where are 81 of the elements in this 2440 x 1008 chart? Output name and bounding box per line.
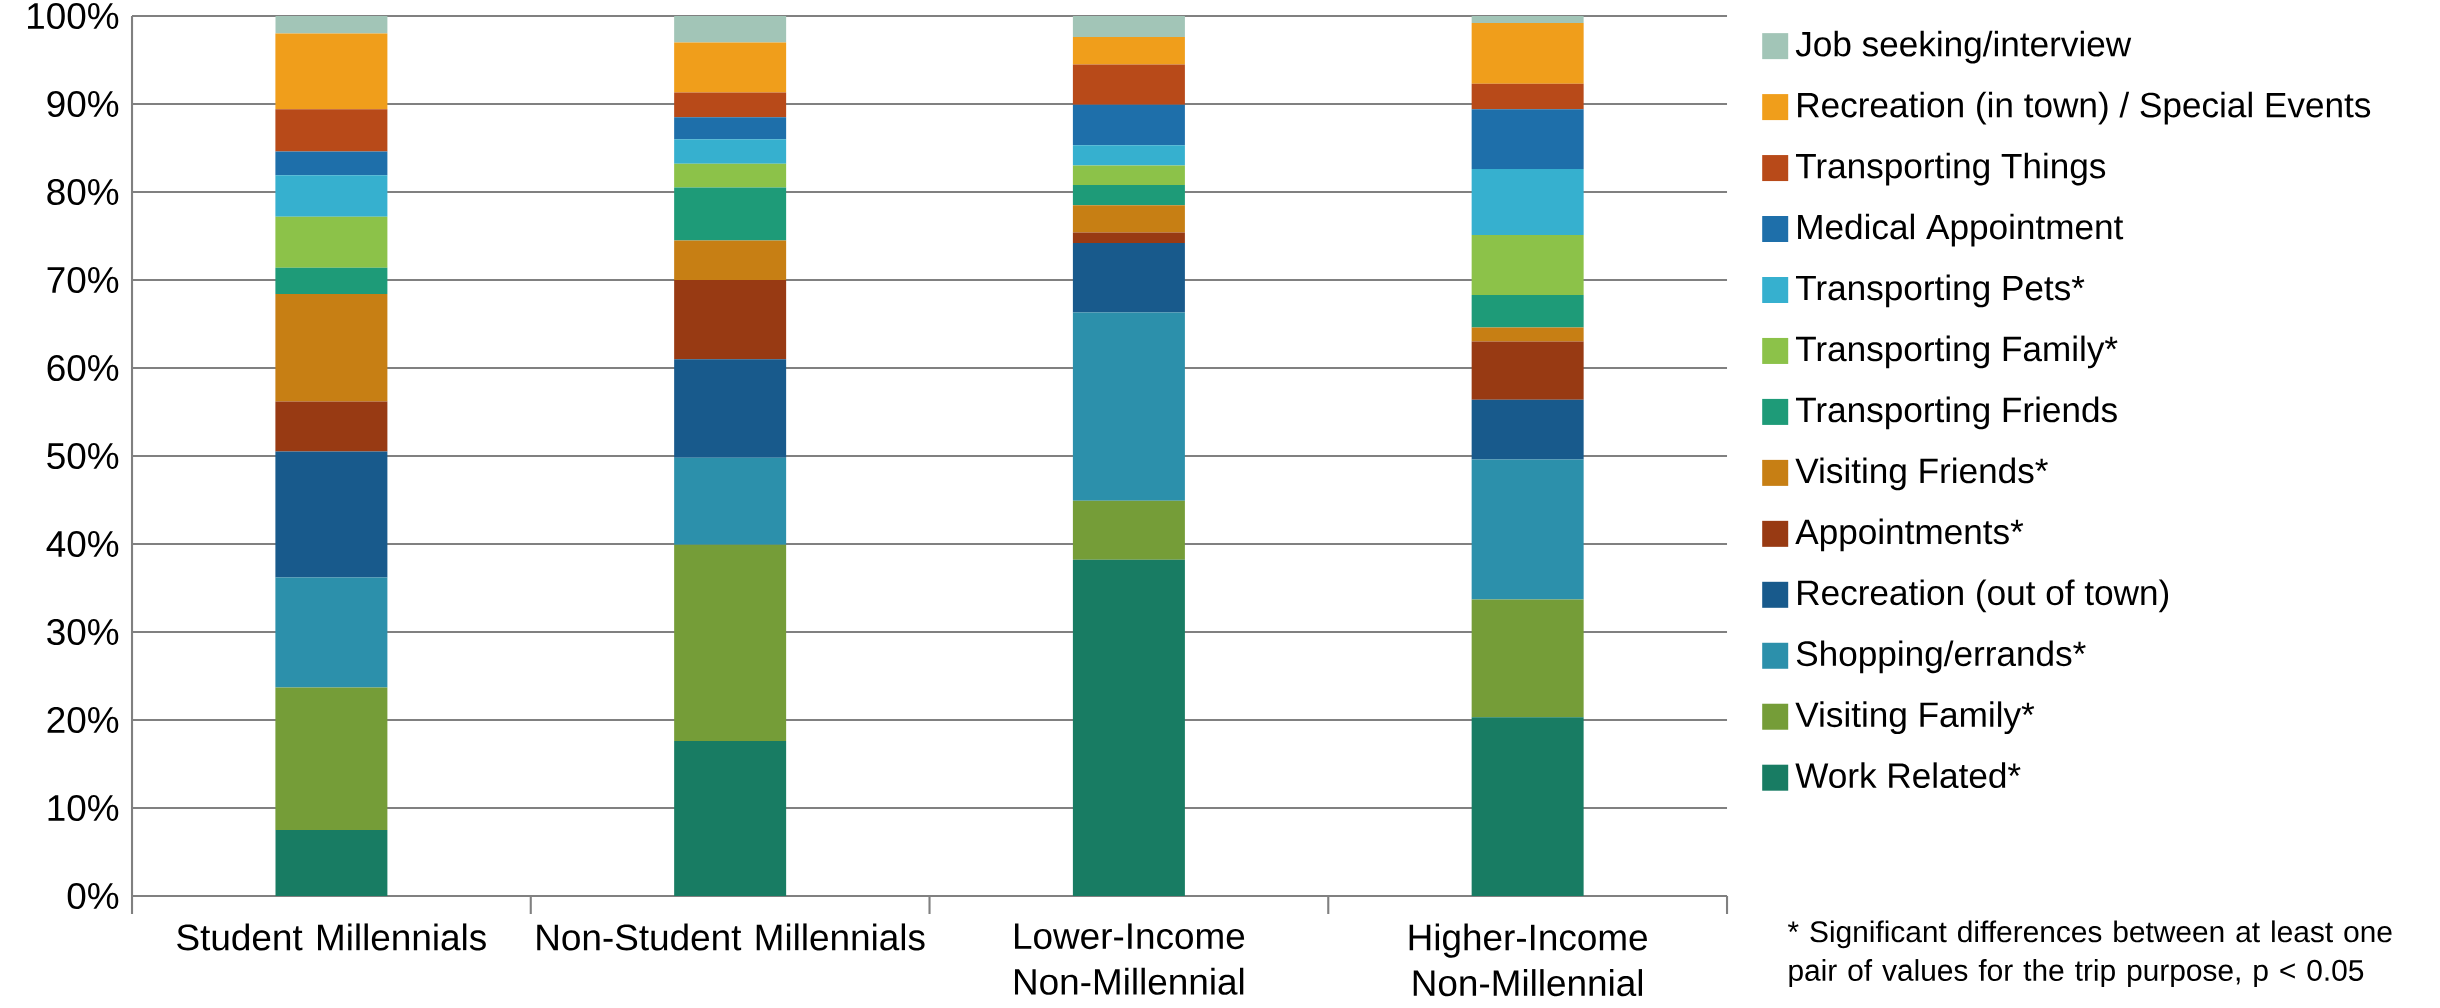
x-tick-label: Lower-Income Non-Millennial xyxy=(1015,923,1245,995)
bar xyxy=(275,294,388,402)
bar xyxy=(674,544,787,742)
legend-label: Transporting Pets* xyxy=(1796,274,2085,308)
bar xyxy=(674,15,787,43)
bar xyxy=(1471,294,1584,328)
legend-label: Visiting Friends* xyxy=(1795,457,2048,491)
bar xyxy=(275,451,388,578)
legend-label: Transporting Family* xyxy=(1796,335,2118,369)
bar xyxy=(1072,500,1185,560)
bar xyxy=(1072,145,1185,166)
legend-label: Medical Appointment xyxy=(1798,213,2124,247)
y-tick-label: 10% xyxy=(48,794,119,822)
legend-label: Visiting Family* xyxy=(1795,701,2035,735)
bar xyxy=(1072,37,1185,65)
y-tick-label: 80% xyxy=(47,178,119,206)
bar xyxy=(674,92,787,118)
bar xyxy=(1072,64,1185,105)
bar xyxy=(1072,559,1185,896)
bar xyxy=(275,216,388,268)
y-tick-label: 30% xyxy=(47,618,119,646)
bar xyxy=(275,151,388,176)
legend-label: Transporting Things xyxy=(1796,152,2106,186)
bar xyxy=(1471,23,1584,84)
bar xyxy=(674,117,787,140)
legend-label: Recreation (in town) / Special Events xyxy=(1798,91,2371,125)
bar xyxy=(674,359,787,458)
bar xyxy=(1471,341,1584,400)
y-tick-label: 50% xyxy=(47,442,119,470)
bar xyxy=(275,829,388,896)
bar xyxy=(1471,15,1584,24)
bar xyxy=(1471,459,1584,600)
legend-label: Appointments* xyxy=(1795,518,2024,552)
bar xyxy=(1471,109,1584,170)
x-tick-label: Non-Student Millennials xyxy=(537,923,925,951)
legend-label: Job seeking/interview xyxy=(1795,30,2132,64)
bar xyxy=(1072,243,1185,313)
legend-label: Recreation (out of town) xyxy=(1798,579,2169,613)
y-tick-label: 0% xyxy=(67,882,119,910)
bar xyxy=(1072,15,1185,38)
bar xyxy=(1072,184,1185,206)
bar xyxy=(1072,104,1185,146)
bar xyxy=(1471,717,1584,896)
legend-label: Work Related* xyxy=(1795,762,2021,789)
y-tick-label: 60% xyxy=(47,354,119,382)
bar xyxy=(1471,327,1584,342)
bar xyxy=(674,42,787,93)
bar xyxy=(1072,165,1185,185)
bar xyxy=(1471,599,1584,718)
y-tick-label: 70% xyxy=(47,266,119,294)
bar xyxy=(674,163,787,188)
x-tick-label: Student Millennials xyxy=(177,923,486,951)
bar xyxy=(1471,399,1584,460)
bar xyxy=(1072,205,1185,233)
bar xyxy=(1072,312,1185,501)
bar xyxy=(275,577,388,688)
bar xyxy=(674,240,787,280)
bar xyxy=(1072,232,1185,244)
bar xyxy=(275,109,388,152)
bar xyxy=(674,139,787,164)
bar xyxy=(275,687,388,830)
bar xyxy=(674,187,787,241)
legend-label: Shopping/errands* xyxy=(1796,640,2086,674)
bar xyxy=(1471,235,1584,295)
bar xyxy=(275,15,388,34)
bar xyxy=(275,401,388,452)
bar xyxy=(1471,83,1584,110)
bar xyxy=(275,175,388,217)
y-tick-label: 90% xyxy=(47,90,119,118)
y-tick-label: 20% xyxy=(47,706,119,734)
y-tick-label: 100% xyxy=(28,2,119,30)
bar xyxy=(1471,169,1584,236)
legend-label: Transporting Friends xyxy=(1796,396,2117,430)
bar xyxy=(674,457,787,545)
bar xyxy=(674,279,787,360)
text: * Significant differences between at least one pair of values for the trip purpose, p < 0.05 xyxy=(1787,920,2392,987)
x-tick-label: Higher-Income Non-Millennial xyxy=(1409,923,1647,997)
bar xyxy=(674,741,787,896)
bar xyxy=(275,267,388,295)
y-tick-label: 40% xyxy=(46,530,119,558)
bar xyxy=(275,33,388,110)
